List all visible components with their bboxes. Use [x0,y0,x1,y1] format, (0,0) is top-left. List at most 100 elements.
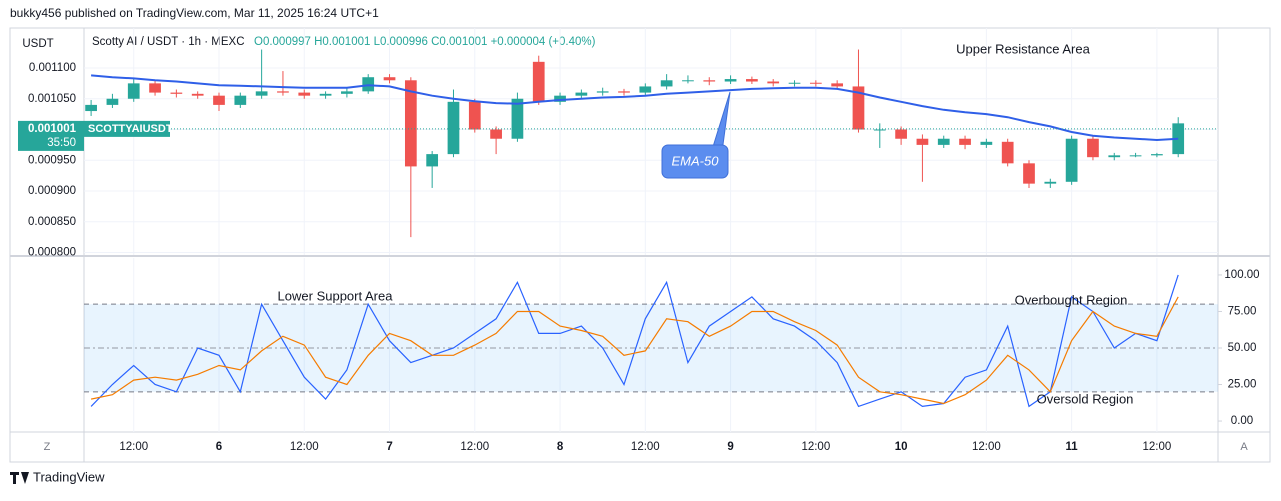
candle-body [959,138,971,145]
candle-body [255,91,268,96]
candle-body [277,91,289,93]
candle-body [852,86,865,130]
candle-body [426,154,439,167]
auto-button-label[interactable]: A [1240,441,1248,453]
candle-body [1044,181,1057,184]
candle-body [1151,154,1163,156]
candle-body [1087,138,1099,158]
x-tick-label: 12:00 [801,441,830,453]
x-tick-label: 12:00 [290,441,319,453]
ema-callout [661,144,729,179]
candle-body [1108,155,1121,158]
candle-body [127,83,140,99]
annotation: Lower Support Area [278,288,394,303]
annotation: Upper Resistance Area [956,41,1090,56]
band-fill [84,304,1218,392]
quote: O0.000997 H0.001001 L0.000996 C0.001001 … [254,36,596,48]
candle-body [916,138,929,145]
candle-body [895,129,907,139]
candle-body [639,86,652,93]
candle-body [660,80,673,87]
candle-body [1172,123,1185,155]
y-tick-label: 75.00 [1228,306,1257,318]
annotation: Oversold Region [1037,391,1134,406]
currency: USDT [22,38,53,50]
x-tick-label: 12:00 [972,441,1001,453]
candle-body [1001,141,1014,164]
x-tick-label: 12:00 [631,441,660,453]
logo: TradingView [33,469,105,484]
x-tick-label: 12:00 [460,441,489,453]
scale-button[interactable] [37,439,57,455]
byline: bukky456 published on TradingView.com, M… [10,6,379,20]
y-tick-label: 100.00 [1224,269,1259,281]
annotation: Overbought Region [1015,292,1128,307]
line-series [90,274,1179,408]
candle-body [746,79,758,82]
candle-body [575,92,588,96]
countdown: 35:50 [47,137,76,149]
logo-icon [10,472,29,484]
candle-body [234,95,247,105]
candle-body [554,95,566,102]
candle-body [447,101,460,155]
candle-body [1023,163,1035,184]
x-tick-label: 12:00 [1143,441,1172,453]
candle-body [873,129,886,131]
candle-body [703,80,716,82]
ticker-box [84,120,170,137]
y-tick-label: 0.000850 [28,216,76,228]
candle-body [937,138,950,145]
candle-body [724,79,737,82]
y-tick-label: 0.00 [1231,415,1253,427]
candle-body [149,83,161,93]
x-tick-label: 7 [386,441,392,453]
x-tick-label: 6 [216,441,222,453]
candle-body [682,80,694,82]
candle-body [788,82,801,84]
last-price-box [18,120,84,151]
candle-body [511,98,524,139]
candle-body [341,91,353,94]
y-tick-label: 0.000800 [28,247,76,259]
x-tick-label: 11 [1066,441,1079,453]
candle-body [319,93,332,96]
x-tick-label: 10 [895,441,908,453]
candle-body [404,80,417,167]
y-tick-label: 0.000900 [28,185,76,197]
y-tick-label: 0.001050 [28,93,76,105]
line-series [90,296,1179,405]
candle-body [468,101,481,130]
candle-body [191,93,204,96]
y-tick-label: 50.00 [1228,342,1257,354]
candle-body [106,98,119,105]
last-price-label: 0.001001 [28,123,77,135]
candle-body [1065,138,1078,182]
x-tick-label: 12:00 [119,441,148,453]
ticker-label: SCOTTYAIUSDT [88,123,173,135]
candle-body [213,95,225,105]
y-tick-label: 0.001100 [29,62,76,74]
scale-button-label[interactable]: Z [44,441,51,453]
candle-body [809,82,822,84]
line-series [91,74,1179,142]
candle-body [1129,155,1142,157]
candle-body [767,81,780,84]
y-tick-label: 25.00 [1228,379,1257,391]
candle-body [383,77,396,81]
candle-body [618,91,630,93]
candle-body [596,91,609,93]
candle-body [831,83,844,87]
symbol: Scotty AI / USDT · 1h · MEXC [92,36,245,48]
frame [9,27,1271,463]
candle-body [532,61,545,102]
candle-body [490,129,502,139]
candle-body [980,141,993,145]
x-tick-label: 9 [727,441,733,453]
candle-body [85,104,97,112]
x-tick-label: 8 [557,441,564,453]
candle-body [170,92,183,94]
candle-body [298,92,311,96]
